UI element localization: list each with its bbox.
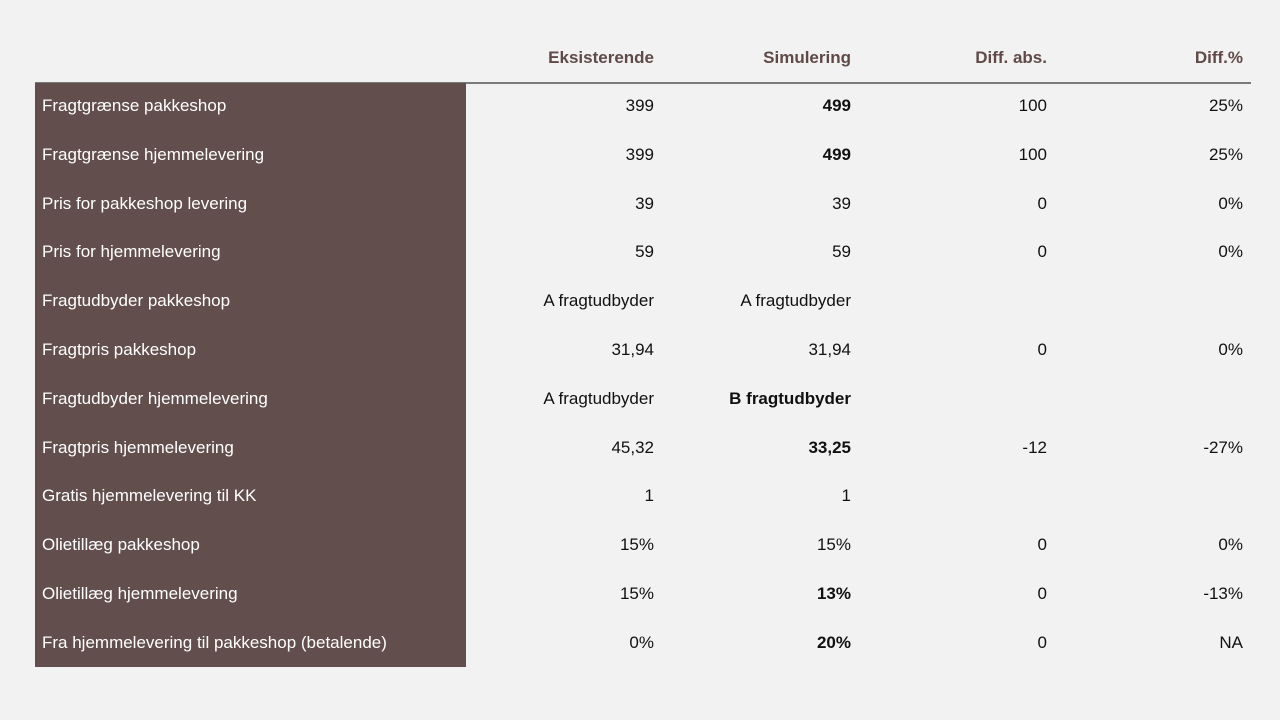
cell-existing: A fragtudbyder <box>543 388 654 408</box>
cell-diff-abs: 0 <box>1037 632 1047 652</box>
cell-diff-pct: 25% <box>1208 96 1243 115</box>
table-header: Eksisterende Simulering Diff. abs. Diff.… <box>35 36 1251 84</box>
cell-diff-abs: -12 <box>1022 437 1047 457</box>
cell-diff-pct: NA <box>1219 632 1243 652</box>
cell-diff-abs: 0 <box>1037 193 1047 213</box>
cell-diff-pct: 0% <box>1218 193 1243 213</box>
cell-diff-pct: -27% <box>1203 437 1243 457</box>
table-row: Pris for hjemmelevering 59 59 0 0% <box>35 229 1251 278</box>
cell-diff-pct: 25% <box>1208 144 1243 164</box>
cell-diff-abs: 100 <box>1018 96 1047 115</box>
table-row: Olietillæg hjemmelevering 15% 13% 0 -13% <box>35 571 1251 620</box>
table-row: Fragtudbyder hjemmelevering A fragtudbyde… <box>35 376 1251 425</box>
cell-diff-pct: 0% <box>1218 535 1243 555</box>
cell-simulation: 1 <box>841 486 851 506</box>
cell-existing: A fragtudbyder <box>543 291 654 311</box>
table-row: Fragtpris hjemmelevering 45,32 33,25 -12 -27… <box>35 425 1251 474</box>
row-label: Fra hjemmelevering til pakkeshop (betale… <box>42 632 387 652</box>
table-row: Fra hjemmelevering til pakkeshop (betale… <box>35 620 1251 669</box>
header-diff-pct: Diff.% <box>1194 48 1243 67</box>
row-label: Gratis hjemmelevering til KK <box>42 486 257 506</box>
cell-simulation: 59 <box>832 242 851 262</box>
row-label: Fragtudbyder pakkeshop <box>42 291 231 311</box>
row-label: Olietillæg hjemmelevering <box>42 583 238 603</box>
label-column-background <box>35 83 466 667</box>
header-simulation: Simulering <box>763 48 851 67</box>
table-row: Pris for pakkeshop levering 39 39 0 0% <box>35 181 1251 230</box>
cell-simulation: A fragtudbyder <box>740 291 851 311</box>
cell-simulation: 20% <box>816 632 851 652</box>
table-row: Fragtpris pakkeshop 31,94 31,94 0 0% <box>35 327 1251 376</box>
table-row: Fragtgrænse hjemmelevering 399 499 100 25% <box>35 132 1251 181</box>
cell-diff-abs: 0 <box>1037 583 1047 603</box>
row-label: Fragtpris hjemmelevering <box>42 437 234 457</box>
cell-simulation: 499 <box>822 144 851 164</box>
cell-diff-abs: 0 <box>1037 242 1047 262</box>
row-label: Pris for pakkeshop levering <box>42 193 248 213</box>
row-label: Fragtgrænse hjemmelevering <box>42 144 265 164</box>
cell-diff-abs: 100 <box>1018 144 1047 164</box>
table-row: Gratis hjemmelevering til KK 1 1 <box>35 473 1251 522</box>
cell-simulation: 39 <box>832 193 851 213</box>
table-row: Fragtgrænse pakkeshop 399 499 100 25% <box>35 83 1251 132</box>
cell-existing: 15% <box>619 583 654 603</box>
cell-existing: 31,94 <box>611 339 654 359</box>
cell-existing: 1 <box>644 486 654 506</box>
cell-simulation: 499 <box>822 96 851 115</box>
cell-diff-abs: 0 <box>1037 535 1047 555</box>
row-label: Fragtgrænse pakkeshop <box>42 96 227 115</box>
cell-diff-abs: 0 <box>1037 339 1047 359</box>
cell-simulation: B fragtudbyder <box>729 388 851 408</box>
cell-existing: 399 <box>625 144 654 164</box>
cell-existing: 15% <box>619 535 654 555</box>
cell-existing: 45,32 <box>611 437 654 457</box>
header-diff-abs: Diff. abs. <box>975 48 1047 67</box>
header-existing: Eksisterende <box>548 48 654 67</box>
cell-diff-pct: 0% <box>1218 339 1243 359</box>
cell-simulation: 31,94 <box>808 339 851 359</box>
row-label: Fragtudbyder hjemmelevering <box>42 388 268 408</box>
table-body: Fragtgrænse pakkeshop 399 499 100 25% Fragtgr… <box>35 83 1251 669</box>
cell-existing: 0% <box>629 632 654 652</box>
cell-simulation: 15% <box>816 535 851 555</box>
cell-simulation: 13% <box>816 583 851 603</box>
row-label: Olietillæg pakkeshop <box>42 535 200 555</box>
cell-simulation: 33,25 <box>808 437 851 457</box>
table-row: Fragtudbyder pakkeshop A fragtudbyder A fr… <box>35 278 1251 327</box>
table-row: Olietillæg pakkeshop 15% 15% 0 0% <box>35 522 1251 571</box>
row-label: Pris for hjemmelevering <box>42 242 221 262</box>
row-label: Fragtpris pakkeshop <box>42 339 197 359</box>
cell-existing: 59 <box>635 242 654 262</box>
cell-existing: 399 <box>625 96 654 115</box>
cell-diff-pct: 0% <box>1218 242 1243 262</box>
cell-existing: 39 <box>635 193 654 213</box>
cell-diff-pct: -13% <box>1203 583 1243 603</box>
